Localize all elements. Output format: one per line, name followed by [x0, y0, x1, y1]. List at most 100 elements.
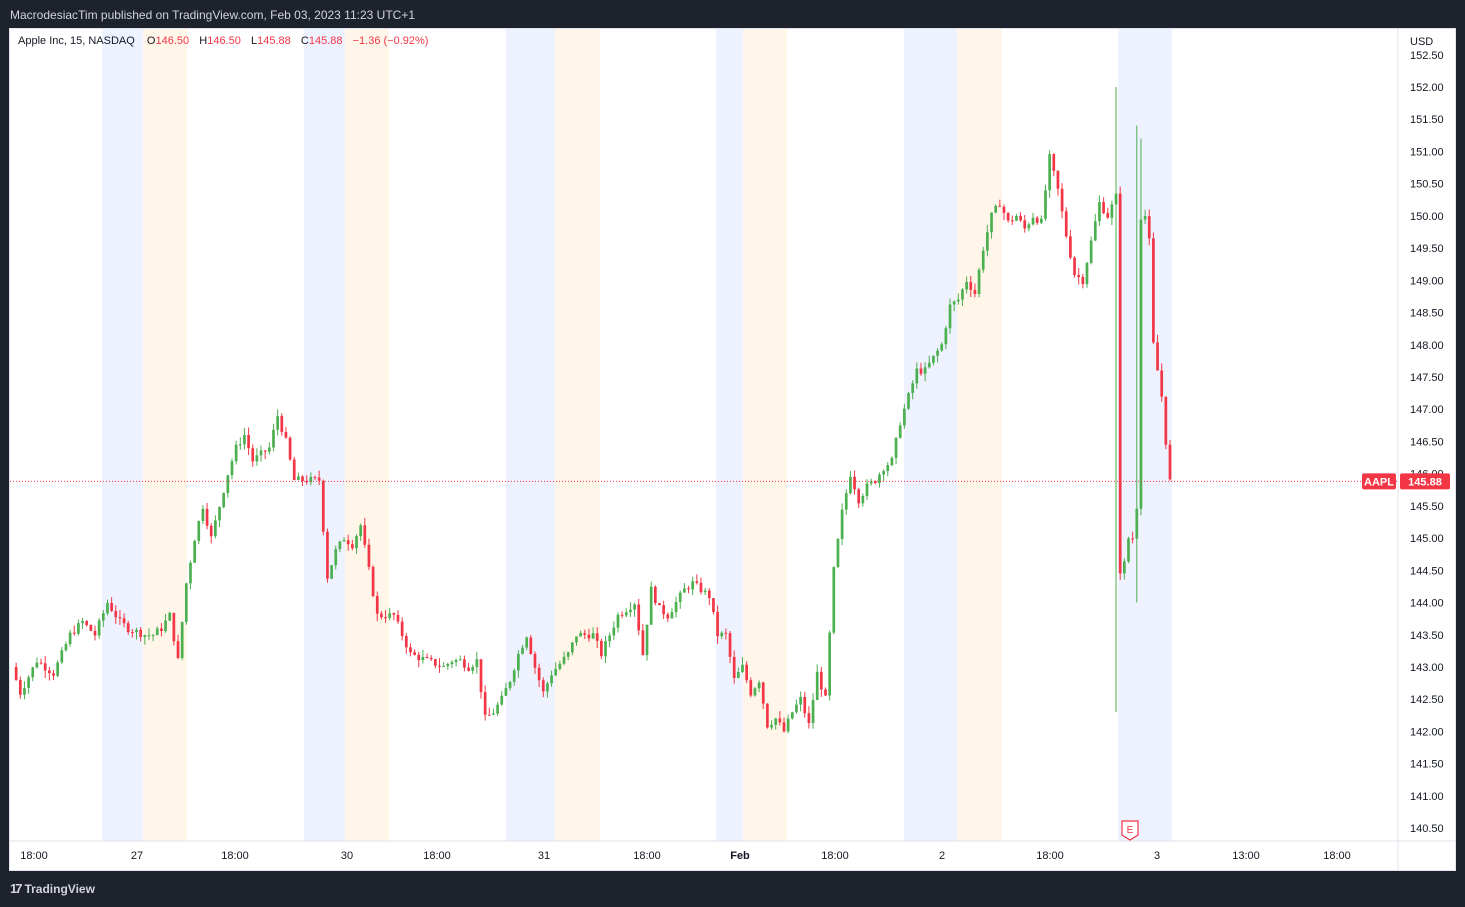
candle-up — [454, 660, 458, 663]
candle-up — [562, 656, 566, 664]
candle-up — [612, 627, 616, 636]
candle-up — [840, 509, 844, 540]
candle-down — [479, 659, 483, 693]
candle-down — [782, 722, 786, 732]
candle-down — [417, 654, 421, 661]
candle-up — [1027, 224, 1031, 229]
candle-up — [475, 659, 479, 667]
session-band-afterhours — [555, 29, 600, 841]
tradingview-logo-icon: 17 — [10, 881, 23, 896]
candle-up — [670, 612, 674, 619]
candle-down — [1010, 220, 1014, 222]
candle-down — [807, 713, 811, 724]
candle-up — [591, 633, 595, 639]
candle-up — [496, 704, 499, 714]
candle-down — [467, 667, 470, 671]
candle-down — [824, 689, 827, 696]
candle-down — [89, 625, 93, 631]
y-tick-label: 148.00 — [1410, 340, 1444, 352]
candle-up — [189, 562, 192, 584]
candle-up — [359, 525, 362, 537]
x-tick-label: 3 — [1154, 850, 1160, 862]
session-band-premarket — [1118, 29, 1172, 841]
candle-down — [305, 480, 309, 483]
candle-up — [828, 632, 832, 696]
candle-down — [280, 416, 284, 433]
session-band-premarket — [904, 29, 957, 841]
candle-down — [873, 481, 877, 484]
candle-up — [97, 620, 101, 636]
candle-down — [292, 459, 296, 480]
candle-up — [504, 688, 508, 696]
candle-up — [197, 521, 201, 541]
candle-up — [844, 493, 848, 510]
candle-down — [301, 476, 304, 481]
candle-up — [64, 644, 68, 651]
candle-up — [458, 659, 462, 661]
candle-up — [421, 656, 425, 661]
candle-up — [645, 624, 649, 655]
tradingview-logo[interactable]: 17 TradingView — [10, 881, 95, 896]
y-tick-label: 152.00 — [1410, 82, 1444, 94]
candle-up — [355, 536, 358, 549]
candle-down — [653, 586, 657, 604]
candle-down — [43, 663, 47, 671]
y-tick-label: 140.50 — [1410, 823, 1444, 835]
candle-down — [52, 673, 55, 676]
candle-down — [637, 604, 641, 631]
candle-down — [375, 596, 379, 614]
candle-up — [865, 483, 869, 496]
candle-up — [977, 269, 981, 294]
candle-up — [442, 666, 446, 668]
candle-down — [1118, 193, 1122, 574]
candle-down — [732, 656, 736, 678]
candle-up — [720, 632, 724, 637]
candle-up — [832, 567, 836, 633]
candle-down — [761, 682, 765, 704]
candle-down — [263, 450, 267, 452]
candle-down — [1077, 275, 1081, 278]
legend-open-label: O — [146, 35, 156, 47]
candle-up — [500, 695, 504, 705]
candle-down — [48, 670, 51, 674]
candle-down — [1060, 188, 1064, 212]
candle-down — [537, 667, 541, 681]
candle-down — [1052, 154, 1056, 171]
candle-down — [1147, 216, 1151, 239]
candle-down — [288, 437, 292, 460]
y-tick-label: 145.50 — [1410, 501, 1444, 513]
candle-down — [384, 617, 387, 619]
candle-up — [815, 671, 819, 701]
candle-up — [155, 628, 159, 636]
chart-pane[interactable]: USD 140.50 141.00 141.50 142.00 142.50 143.00 1… — [9, 28, 1456, 871]
candle-down — [429, 657, 433, 660]
candle-up — [703, 590, 707, 593]
candle-down — [131, 632, 134, 634]
candle-down — [85, 621, 89, 626]
candle-up — [691, 581, 695, 590]
symbol-badge-label: AAPL — [1364, 476, 1394, 488]
candle-up — [811, 700, 815, 724]
candlestick-chart[interactable]: USD 140.50 141.00 141.50 142.00 142.50 143.00 1… — [10, 29, 1455, 870]
candle-up — [222, 493, 226, 507]
candle-down — [392, 613, 396, 615]
candle-down — [487, 714, 491, 716]
candle-up — [180, 621, 184, 658]
candle-down — [1164, 396, 1168, 445]
candle-down — [919, 368, 923, 374]
candle-down — [1106, 213, 1110, 218]
y-tick-label: 150.00 — [1410, 211, 1444, 223]
candle-up — [907, 393, 910, 409]
candle-up — [894, 437, 898, 458]
y-tick-label: 149.50 — [1410, 243, 1444, 255]
y-tick-label: 148.50 — [1410, 308, 1444, 320]
legend-high-label: H — [199, 35, 208, 47]
legend-change: −1.36 (−0.92%) — [352, 35, 429, 47]
y-tick-label: 144.00 — [1410, 598, 1444, 610]
candle-up — [508, 681, 512, 689]
candle-down — [803, 696, 807, 714]
candle-up — [1039, 218, 1043, 223]
x-tick-label: Feb — [730, 850, 750, 862]
x-tick-label: 18:00 — [1036, 850, 1064, 862]
candle-down — [695, 581, 699, 583]
